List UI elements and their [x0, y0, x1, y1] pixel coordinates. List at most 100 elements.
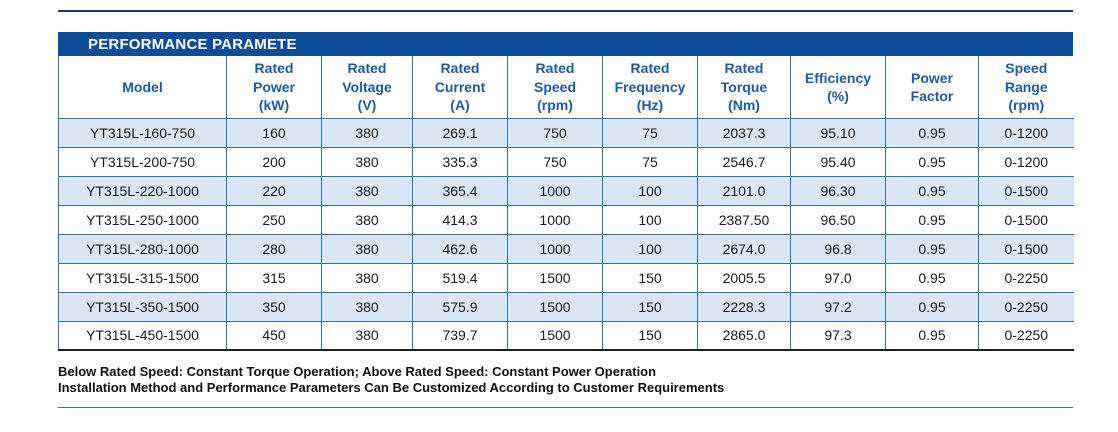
table-body: YT315L-160-750 160 380 269.1 750 75 2037.3 95.1… — [58, 118, 1074, 351]
table-row: YT315L-450-1500 450 380 739.7 1500 150 2865.0 9… — [58, 321, 1074, 351]
value-cell: 2228.3 — [697, 292, 791, 322]
table-row: YT315L-280-1000 280 380 462.6 1000 100 2674.0 9… — [58, 234, 1074, 264]
column-header-rated-speed: Rated Speed (rpm) — [507, 56, 603, 119]
value-cell: 335.3 — [412, 147, 508, 177]
column-header-power-factor: Power Factor — [885, 56, 979, 119]
value-cell: 100 — [602, 176, 698, 206]
value-cell: 2546.7 — [697, 147, 791, 177]
value-cell: 365.4 — [412, 176, 508, 206]
value-cell: 96.8 — [790, 234, 886, 264]
table-row: YT315L-160-750 160 380 269.1 750 75 2037.3 95.1… — [58, 118, 1074, 148]
value-cell: 380 — [321, 234, 413, 264]
footnote-line-1: Below Rated Speed: Constant Torque Opera… — [58, 364, 657, 379]
value-cell: 97.2 — [790, 292, 886, 322]
value-cell: 380 — [321, 176, 413, 206]
value-cell: 2387.50 — [697, 205, 791, 235]
footnotes: Below Rated Speed: Constant Torque Opera… — [58, 364, 1073, 396]
model-cell: YT315L-450-1500 — [58, 321, 227, 351]
model-cell: YT315L-250-1000 — [58, 205, 227, 235]
value-cell: 150 — [602, 321, 698, 351]
value-cell: 2101.0 — [697, 176, 791, 206]
value-cell: 2037.3 — [697, 118, 791, 148]
value-cell: 519.4 — [412, 263, 508, 293]
model-cell: YT315L-200-750 — [58, 147, 227, 177]
value-cell: 380 — [321, 147, 413, 177]
column-header-speed-range: Speed Range (rpm) — [978, 56, 1074, 119]
performance-parameters-table: Model Rated Power (kW) Rated Voltage (V) Ra… — [58, 56, 1074, 351]
value-cell: 75 — [602, 147, 698, 177]
value-cell: 380 — [321, 292, 413, 322]
content-area: PERFORMANCE PARAMETE Model Rated Power (k… — [58, 10, 1074, 408]
value-cell: 150 — [602, 263, 698, 293]
value-cell: 2865.0 — [697, 321, 791, 351]
value-cell: 0-1500 — [978, 205, 1074, 235]
value-cell: 350 — [226, 292, 322, 322]
value-cell: 150 — [602, 292, 698, 322]
model-cell: YT315L-315-1500 — [58, 263, 227, 293]
value-cell: 1500 — [507, 263, 603, 293]
model-cell: YT315L-350-1500 — [58, 292, 227, 322]
section-title: PERFORMANCE PARAMETE — [88, 35, 297, 53]
table-row: YT315L-350-1500 350 380 575.9 1500 150 2228.3 9… — [58, 292, 1074, 322]
value-cell: 1000 — [507, 176, 603, 206]
value-cell: 220 — [226, 176, 322, 206]
value-cell: 0.95 — [885, 292, 979, 322]
section-title-bar: PERFORMANCE PARAMETE — [58, 32, 1073, 56]
value-cell: 0-2250 — [978, 263, 1074, 293]
top-divider — [58, 10, 1073, 12]
column-header-rated-current: Rated Current (A) — [412, 56, 508, 119]
column-header-rated-voltage: Rated Voltage (V) — [321, 56, 413, 119]
column-header-rated-frequency: Rated Frequency (Hz) — [602, 56, 698, 119]
value-cell: 96.30 — [790, 176, 886, 206]
column-header-rated-torque: Rated Torque (Nm) — [697, 56, 791, 119]
footnote-line-2: Installation Method and Performance Para… — [58, 380, 725, 395]
value-cell: 0-1200 — [978, 118, 1074, 148]
table-header-row: Model Rated Power (kW) Rated Voltage (V) Ra… — [58, 56, 1074, 119]
value-cell: 97.3 — [790, 321, 886, 351]
value-cell: 0.95 — [885, 176, 979, 206]
value-cell: 269.1 — [412, 118, 508, 148]
value-cell: 750 — [507, 118, 603, 148]
value-cell: 75 — [602, 118, 698, 148]
value-cell: 380 — [321, 118, 413, 148]
value-cell: 0.95 — [885, 205, 979, 235]
value-cell: 280 — [226, 234, 322, 264]
value-cell: 100 — [602, 234, 698, 264]
table-row: YT315L-250-1000 250 380 414.3 1000 100 2387.50… — [58, 205, 1074, 235]
value-cell: 0-2250 — [978, 321, 1074, 351]
value-cell: 0.95 — [885, 321, 979, 351]
value-cell: 1000 — [507, 205, 603, 235]
value-cell: 0-1200 — [978, 147, 1074, 177]
value-cell: 160 — [226, 118, 322, 148]
model-cell: YT315L-160-750 — [58, 118, 227, 148]
column-header-efficiency: Efficiency (%) — [790, 56, 886, 119]
value-cell: 2005.5 — [697, 263, 791, 293]
value-cell: 97.0 — [790, 263, 886, 293]
column-header-model: Model — [58, 56, 227, 119]
value-cell: 2674.0 — [697, 234, 791, 264]
value-cell: 414.3 — [412, 205, 508, 235]
value-cell: 380 — [321, 321, 413, 351]
model-cell: YT315L-280-1000 — [58, 234, 227, 264]
table-row: YT315L-220-1000 220 380 365.4 1000 100 2101.0 9… — [58, 176, 1074, 206]
value-cell: 739.7 — [412, 321, 508, 351]
value-cell: 200 — [226, 147, 322, 177]
value-cell: 380 — [321, 263, 413, 293]
value-cell: 0.95 — [885, 147, 979, 177]
value-cell: 450 — [226, 321, 322, 351]
bottom-divider — [58, 407, 1073, 408]
value-cell: 95.10 — [790, 118, 886, 148]
value-cell: 0-2250 — [978, 292, 1074, 322]
value-cell: 0.95 — [885, 263, 979, 293]
value-cell: 96.50 — [790, 205, 886, 235]
value-cell: 250 — [226, 205, 322, 235]
value-cell: 0.95 — [885, 234, 979, 264]
value-cell: 750 — [507, 147, 603, 177]
value-cell: 95.40 — [790, 147, 886, 177]
value-cell: 462.6 — [412, 234, 508, 264]
model-cell: YT315L-220-1000 — [58, 176, 227, 206]
value-cell: 0.95 — [885, 118, 979, 148]
value-cell: 315 — [226, 263, 322, 293]
table-row: YT315L-200-750 200 380 335.3 750 75 2546.7 95.4… — [58, 147, 1074, 177]
column-header-rated-power: Rated Power (kW) — [226, 56, 322, 119]
